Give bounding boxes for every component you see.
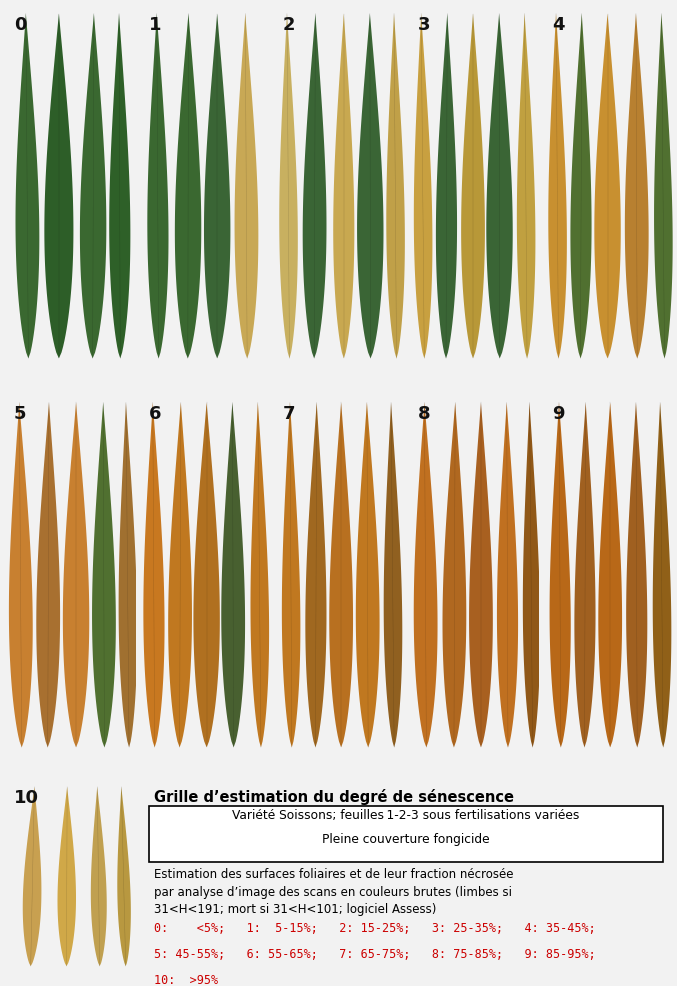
Polygon shape [436,15,457,359]
Text: 6: 6 [148,405,161,423]
Polygon shape [109,15,131,359]
Polygon shape [654,15,673,359]
Polygon shape [550,403,571,747]
Text: 7: 7 [283,405,295,423]
Polygon shape [333,15,354,359]
Polygon shape [91,787,107,966]
Polygon shape [598,403,622,747]
Text: 1: 1 [148,17,161,35]
Polygon shape [80,15,106,359]
Polygon shape [384,403,402,747]
Text: Estimation des surfaces foliaires et de leur fraction nécrosée
par analyse d’ima: Estimation des surfaces foliaires et de … [154,868,513,916]
Text: 5: 5 [14,405,26,423]
Polygon shape [117,787,131,966]
Polygon shape [357,15,383,359]
Polygon shape [548,15,567,359]
Polygon shape [486,15,512,359]
Text: 9: 9 [552,405,565,423]
Polygon shape [625,15,649,359]
Polygon shape [194,403,220,747]
Polygon shape [148,15,169,359]
Text: 4: 4 [552,17,565,35]
Text: 0:    <5%;   1:  5-15%;   2: 15-25%;   3: 25-35%;   4: 35-45%;: 0: <5%; 1: 5-15%; 2: 15-25%; 3: 25-35%; … [154,921,596,935]
Polygon shape [144,403,165,747]
Text: 2: 2 [283,17,295,35]
Polygon shape [45,15,73,359]
Text: 5: 45-55%;   6: 55-65%;   7: 65-75%;   8: 75-85%;   9: 85-95%;: 5: 45-55%; 6: 55-65%; 7: 65-75%; 8: 75-8… [154,948,596,960]
Polygon shape [653,403,672,747]
Polygon shape [234,15,259,359]
Polygon shape [279,15,298,359]
Polygon shape [574,403,596,747]
Polygon shape [571,15,592,359]
Polygon shape [329,403,353,747]
FancyBboxPatch shape [149,806,663,862]
Polygon shape [118,403,137,747]
Polygon shape [221,403,245,747]
Polygon shape [387,15,405,359]
Polygon shape [594,15,621,359]
Polygon shape [461,15,485,359]
Polygon shape [23,787,41,966]
Polygon shape [305,403,326,747]
Polygon shape [523,403,540,747]
Text: 10:  >95%: 10: >95% [154,973,218,986]
Polygon shape [16,15,39,359]
Polygon shape [469,403,493,747]
Text: 10: 10 [14,788,39,806]
Polygon shape [626,403,647,747]
Polygon shape [92,403,116,747]
Polygon shape [168,403,192,747]
Polygon shape [175,15,201,359]
Text: 8: 8 [418,405,430,423]
Polygon shape [517,15,536,359]
Polygon shape [250,403,269,747]
Text: Grille d’estimation du degré de sénescence: Grille d’estimation du degré de sénescen… [154,788,514,804]
Polygon shape [414,403,437,747]
Polygon shape [58,787,76,966]
Polygon shape [204,15,230,359]
Polygon shape [414,15,433,359]
Text: 3: 3 [418,17,430,35]
Polygon shape [443,403,466,747]
Polygon shape [356,403,380,747]
Polygon shape [497,403,518,747]
Polygon shape [282,403,301,747]
Polygon shape [303,15,326,359]
Polygon shape [9,403,32,747]
Polygon shape [37,403,60,747]
Text: 0: 0 [14,17,26,35]
Text: Variété Soissons; feuilles 1-2-3 sous fertilisations variées: Variété Soissons; feuilles 1-2-3 sous fe… [232,808,580,821]
Polygon shape [63,403,89,747]
Text: Pleine couverture fongicide: Pleine couverture fongicide [322,832,489,845]
